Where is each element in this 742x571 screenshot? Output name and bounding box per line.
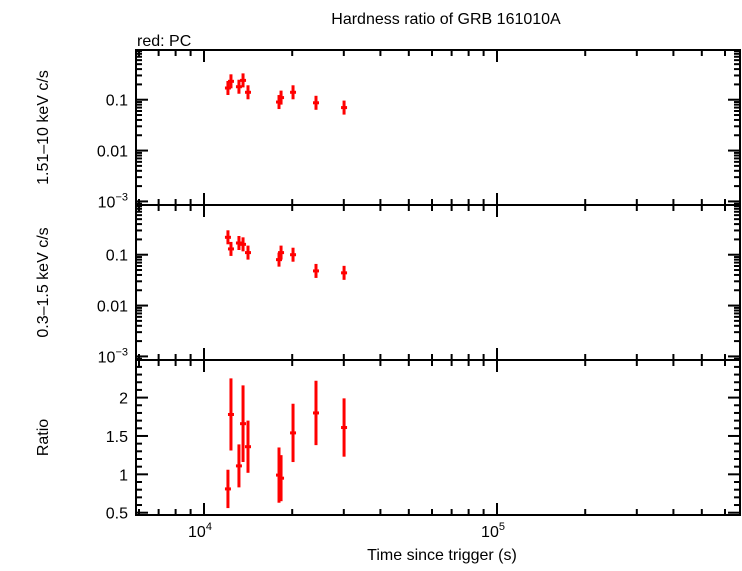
data-point xyxy=(235,444,242,488)
data-point xyxy=(312,95,319,110)
data-point xyxy=(244,245,251,260)
y-tick-label: 0.01 xyxy=(97,144,128,161)
y-tick-label: 10−3 xyxy=(98,191,128,211)
data-point xyxy=(290,247,297,262)
x-tick-label: 105 xyxy=(481,521,505,541)
y-tick-label: 1 xyxy=(119,467,128,484)
data-point xyxy=(240,73,247,88)
chart-subtitle: red: PC xyxy=(137,33,191,50)
data-point xyxy=(276,252,283,267)
data-point xyxy=(312,263,319,278)
data-point xyxy=(278,455,285,502)
data-point xyxy=(227,74,234,89)
data-point xyxy=(227,241,234,256)
data-point xyxy=(244,85,251,100)
data-point xyxy=(235,79,242,94)
data-point xyxy=(240,385,247,463)
data-point xyxy=(278,245,285,260)
data-point xyxy=(227,378,234,451)
data-point xyxy=(312,380,319,446)
data-point xyxy=(224,230,231,245)
data-point xyxy=(341,100,348,115)
y-tick-label: 1.5 xyxy=(106,429,128,446)
panel-frame xyxy=(135,204,741,361)
panel-frame xyxy=(135,49,741,206)
y-tick-label: 0.1 xyxy=(106,248,128,265)
y-axis-label: 0.3–1.5 keV c/s xyxy=(35,227,52,337)
data-point xyxy=(240,237,247,252)
y-tick-label: 0.01 xyxy=(97,299,128,316)
data-point xyxy=(341,265,348,280)
data-point xyxy=(224,469,231,509)
data-point xyxy=(290,85,297,100)
data-point xyxy=(290,403,297,463)
y-tick-label: 0.5 xyxy=(106,506,128,523)
data-point xyxy=(244,420,251,473)
y-tick-label: 10−3 xyxy=(98,346,128,366)
panel-frame xyxy=(135,359,741,516)
data-point xyxy=(341,398,348,457)
y-tick-label: 2 xyxy=(119,391,128,408)
x-tick-label: 104 xyxy=(188,521,212,541)
x-axis-label: Time since trigger (s) xyxy=(367,547,517,564)
y-tick-label: 0.1 xyxy=(106,93,128,110)
data-point xyxy=(278,90,285,105)
chart-title: Hardness ratio of GRB 161010A xyxy=(331,11,561,28)
y-axis-label: 1.51–10 keV c/s xyxy=(35,70,52,185)
y-axis-label: Ratio xyxy=(35,419,52,456)
